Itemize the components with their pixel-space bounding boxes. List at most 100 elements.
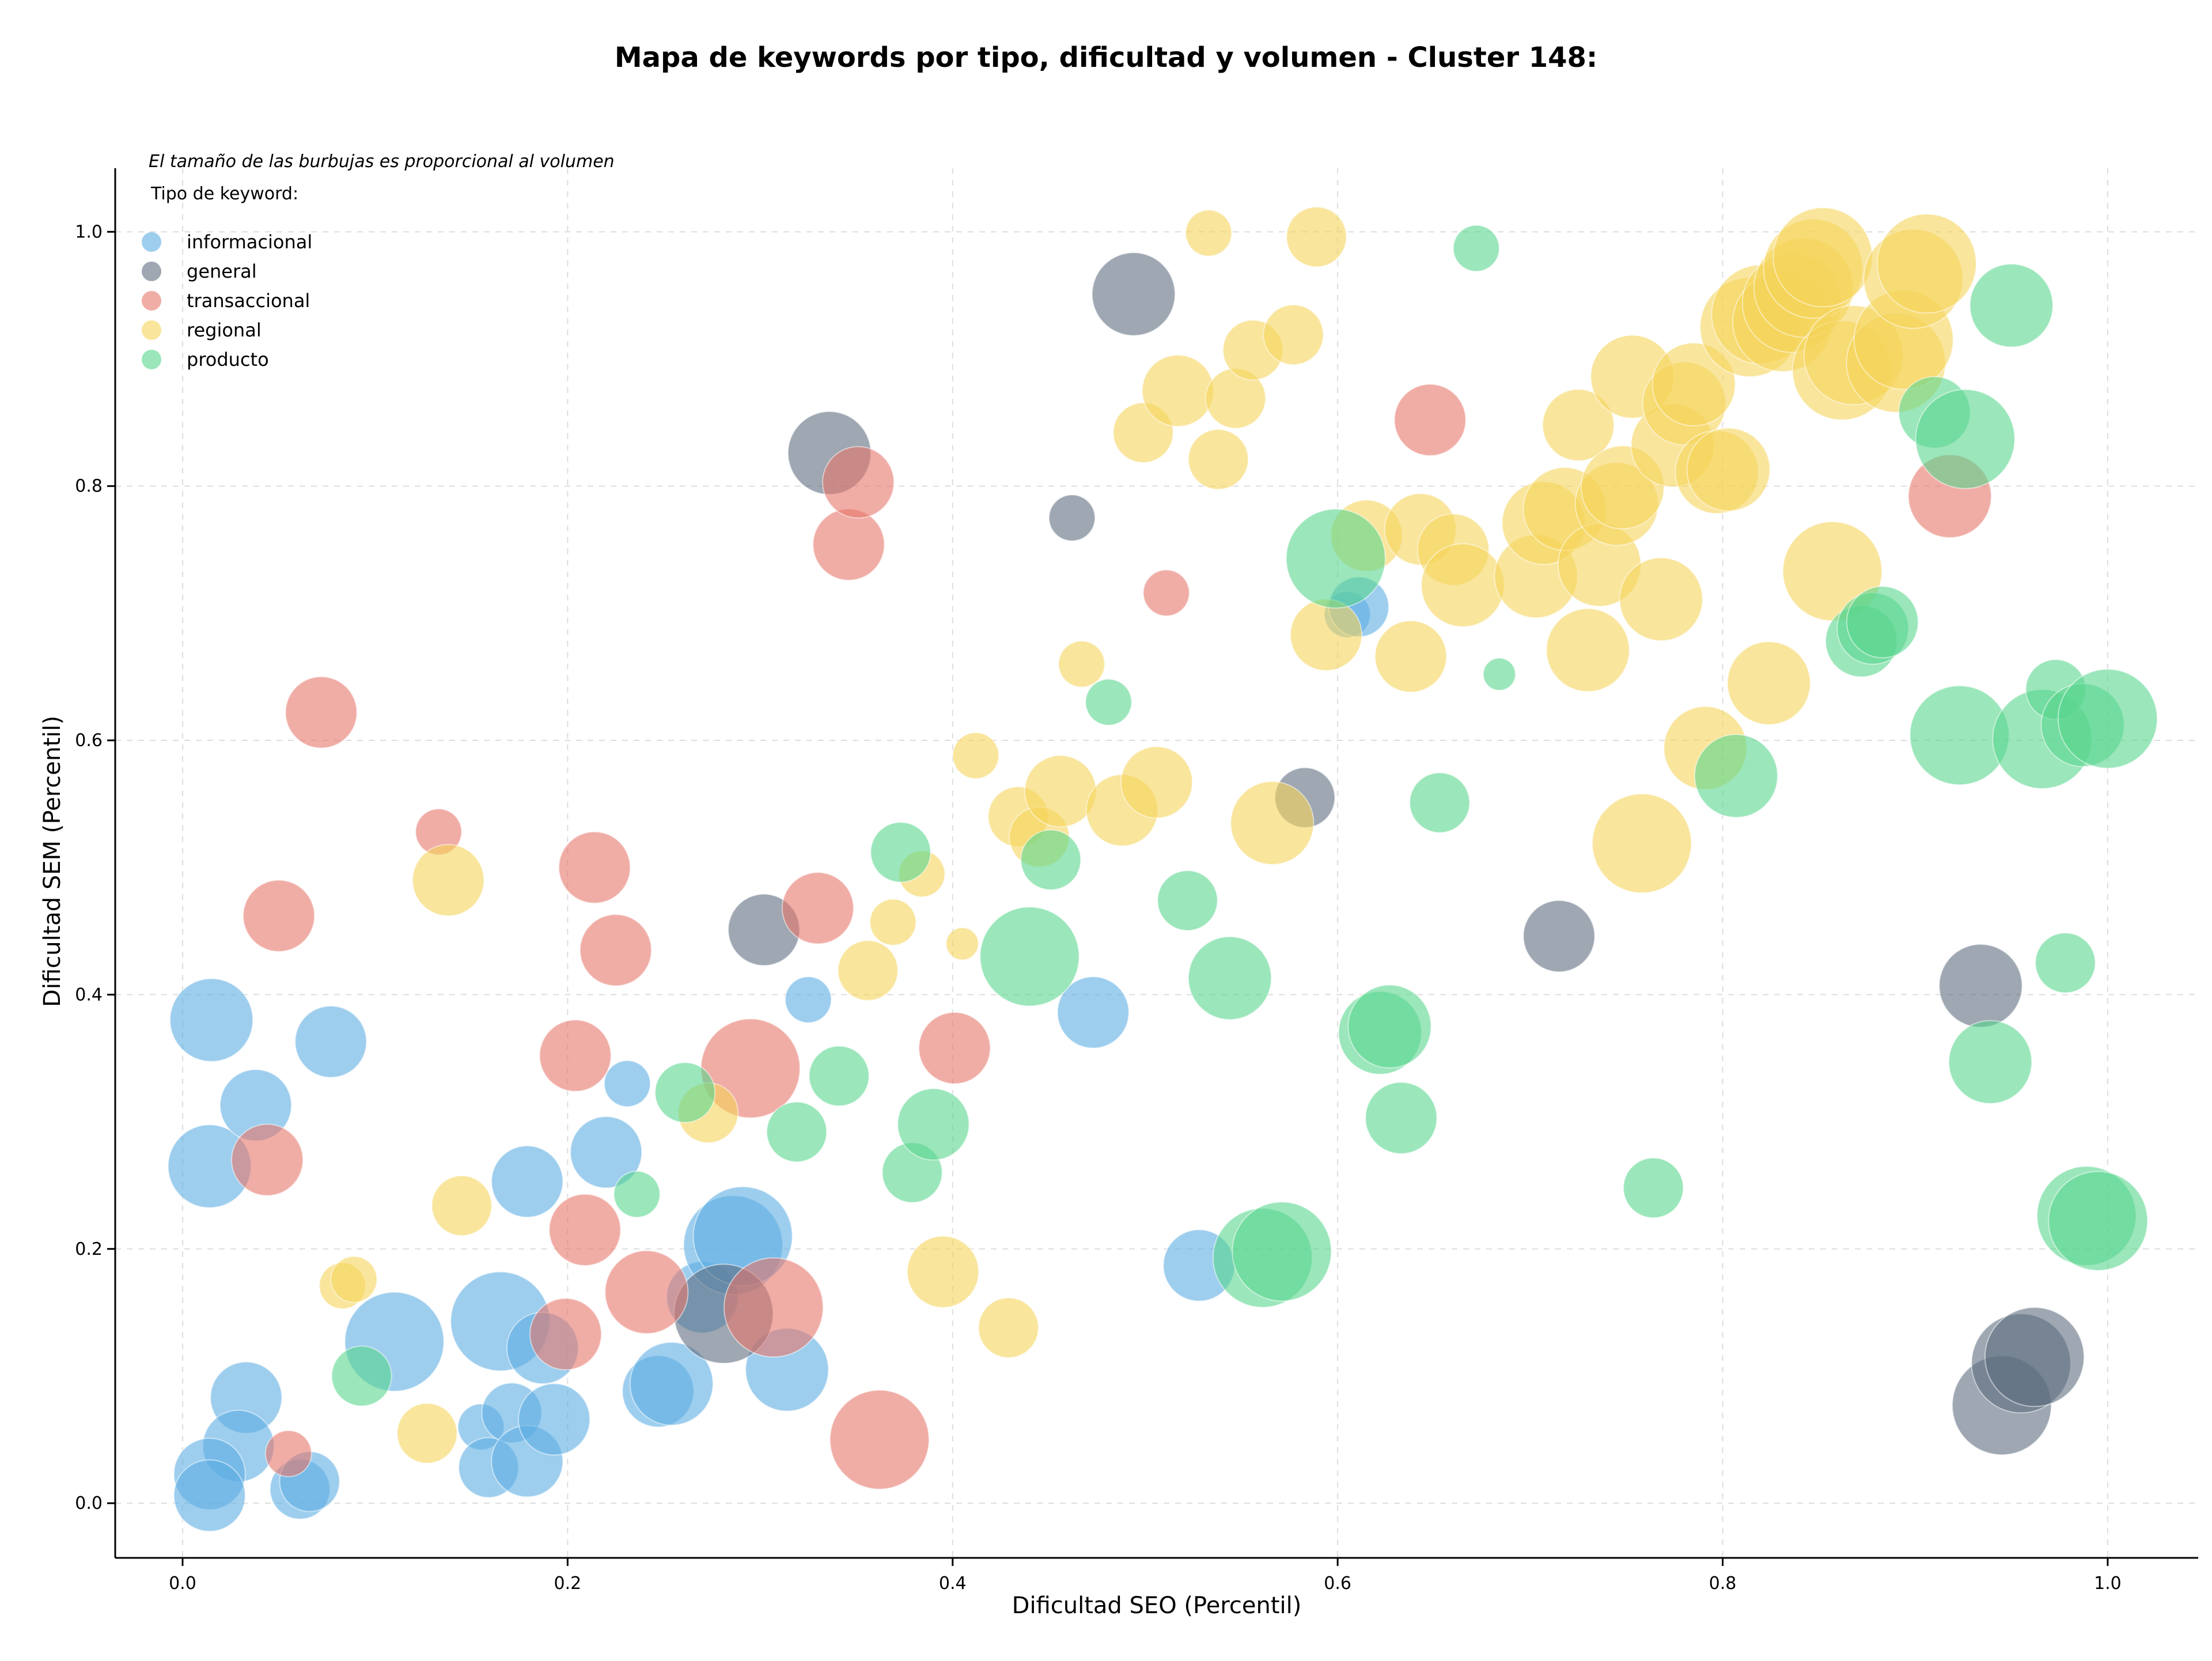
bubble-regional (1592, 793, 1692, 894)
bubble-transaccional (918, 1012, 991, 1085)
bubble-regional (1374, 620, 1448, 693)
bubble-producto (808, 1045, 870, 1107)
bubble-informacional (570, 1116, 643, 1189)
bubble-informacional (173, 1459, 246, 1532)
bubble-transaccional (243, 879, 316, 952)
bubble-producto (331, 1345, 392, 1407)
y-axis-label: Dificultad SEM (Percentil) (39, 716, 66, 1007)
bubble-regional (952, 732, 999, 780)
series-regional (319, 206, 1977, 1464)
bubble-producto (1452, 225, 1500, 272)
bubble-producto (613, 1170, 661, 1218)
bubble-transaccional (604, 1250, 689, 1334)
bubble-transaccional (781, 872, 854, 945)
bubble-producto (2035, 932, 2096, 994)
legend-items: informacional general transaccional regiona… (142, 231, 312, 370)
x-tick-label: 0.2 (554, 1573, 582, 1594)
bubble-producto (1188, 936, 1272, 1020)
bubble-transaccional (539, 1019, 612, 1092)
legend-marker-informacional (142, 232, 161, 252)
bubble-producto (1409, 772, 1471, 834)
legend: Tipo de keyword: informacional general tra… (142, 184, 312, 370)
bubble-regional (1024, 755, 1097, 828)
y-tick-label: 0.2 (75, 1239, 103, 1259)
series-transaccional (231, 383, 1992, 1490)
bubble-producto (2048, 1171, 2149, 1272)
bubble-regional (1141, 354, 1214, 427)
bubble-transaccional (231, 1123, 304, 1197)
bubble-regional (1058, 640, 1105, 688)
bubble-regional (396, 1402, 458, 1464)
bubble-regional (945, 927, 979, 961)
bubble-producto (2057, 668, 2158, 769)
bubble-transaccional (822, 446, 895, 519)
data-points (167, 206, 2158, 1532)
bubble-informacional (294, 1005, 368, 1079)
bubble-informacional (1056, 976, 1130, 1049)
bubble-regional (1230, 781, 1315, 865)
x-tick-label: 0.6 (1324, 1573, 1351, 1594)
bubble-regional (1263, 304, 1324, 366)
bubble-informacional (491, 1145, 564, 1218)
bubble-general (1048, 494, 1096, 542)
bubble-regional (1686, 427, 1771, 512)
bubble-transaccional (548, 1193, 622, 1266)
bubble-regional (1726, 641, 1811, 725)
y-tick-label: 1.0 (75, 222, 103, 242)
x-axis-label: Dificultad SEO (Percentil) (1012, 1592, 1302, 1619)
bubble-producto (1623, 1157, 1684, 1219)
legend-label-informacional: informacional (187, 231, 312, 253)
x-tick-label: 0.4 (939, 1573, 967, 1594)
bubble-regional (330, 1255, 378, 1303)
bubble-regional (978, 1297, 1039, 1359)
legend-label-producto: producto (187, 349, 269, 370)
legend-title: Tipo de keyword: (150, 184, 298, 204)
bubble-regional (412, 843, 485, 917)
bubble-transaccional (724, 1257, 824, 1358)
bubble-producto (1365, 1081, 1438, 1155)
bubble-regional (1546, 608, 1630, 693)
bubble-informacional (785, 976, 832, 1024)
bubble-regional (1541, 388, 1615, 461)
bubble-producto (1915, 389, 2016, 489)
bubble-general (1522, 899, 1596, 973)
bubble-producto (1157, 870, 1218, 932)
bubble-producto (1285, 508, 1386, 609)
bubble-transaccional (829, 1389, 930, 1490)
bubble-regional (1772, 207, 1873, 308)
legend-marker-regional (142, 320, 161, 340)
series-producto (331, 225, 2158, 1407)
bubble-informacional (169, 978, 254, 1062)
bubble-producto (1347, 984, 1432, 1069)
bubble-producto (979, 906, 1080, 1007)
bubble-producto (1020, 829, 1082, 891)
y-tick-label: 0.8 (75, 476, 103, 497)
legend-label-regional: regional (187, 319, 262, 341)
bubble-transaccional (529, 1297, 602, 1371)
bubble-transaccional (558, 831, 631, 904)
legend-label-transaccional: transaccional (187, 290, 310, 312)
bubble-regional (1187, 429, 1249, 490)
bubble-producto (1846, 585, 1919, 659)
chart-title: Mapa de keywords por tipo, dificultad y … (615, 41, 1597, 74)
bubble-producto (897, 1088, 970, 1161)
bubble-general (1984, 1307, 2085, 1408)
bubble-producto (1694, 733, 1778, 818)
legend-marker-producto (142, 350, 161, 369)
bubble-transaccional (579, 914, 652, 987)
bubble-regional (1421, 543, 1505, 627)
bubble-informacional (518, 1383, 590, 1456)
bubble-regional (869, 898, 917, 946)
legend-marker-general (142, 262, 161, 281)
grid (115, 168, 2198, 1558)
bubble-producto (1482, 657, 1516, 691)
bubble-regional (1876, 213, 1977, 314)
bubble-regional (1286, 206, 1347, 268)
bubble-producto (1948, 1020, 2033, 1104)
bubble-size-note: El tamaño de las burbujas es proporciona… (149, 152, 615, 172)
bubble-regional (1652, 342, 1736, 427)
bubble-general (1938, 944, 2023, 1028)
bubble-producto (1232, 1201, 1332, 1302)
bubble-informacional (604, 1060, 651, 1107)
